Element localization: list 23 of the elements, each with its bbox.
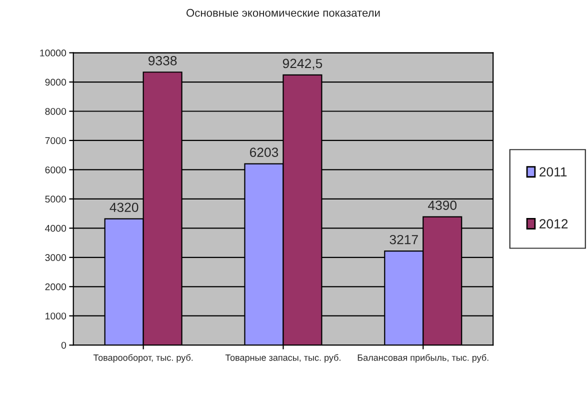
y-tick-label: 6000 bbox=[45, 166, 66, 174]
x-tick-label: Товарные запасы, тыс. руб. bbox=[225, 354, 340, 363]
legend-label: 2012 bbox=[540, 219, 568, 228]
chart-title: Основные экономические показатели bbox=[186, 8, 380, 17]
y-tick-label: 9000 bbox=[45, 78, 66, 86]
y-tick-label: 8000 bbox=[45, 108, 66, 115]
legend-label: 2011 bbox=[540, 167, 567, 177]
y-tick-label: 4000 bbox=[45, 224, 66, 232]
y-tick-label: 10000 bbox=[40, 50, 66, 56]
data-label: 9338 bbox=[148, 56, 177, 66]
data-label: 3217 bbox=[390, 234, 418, 244]
y-tick-label: 1000 bbox=[46, 312, 66, 320]
x-tick-label: Балансовая прибыль, тыс. руб. bbox=[358, 354, 488, 363]
y-tick-label: 2000 bbox=[45, 283, 66, 290]
data-label: 6203 bbox=[250, 148, 278, 157]
data-label: 4390 bbox=[428, 200, 457, 210]
data-label: 9242,5 bbox=[282, 58, 322, 70]
x-tick-label: Товарооборот, тыс. руб. bbox=[93, 354, 193, 363]
data-label: 4320 bbox=[110, 202, 138, 212]
y-tick-label: 5000 bbox=[45, 196, 66, 203]
y-tick-label: 0 bbox=[61, 342, 66, 349]
y-tick-label: 7000 bbox=[45, 137, 66, 144]
y-tick-label: 3000 bbox=[45, 254, 66, 262]
